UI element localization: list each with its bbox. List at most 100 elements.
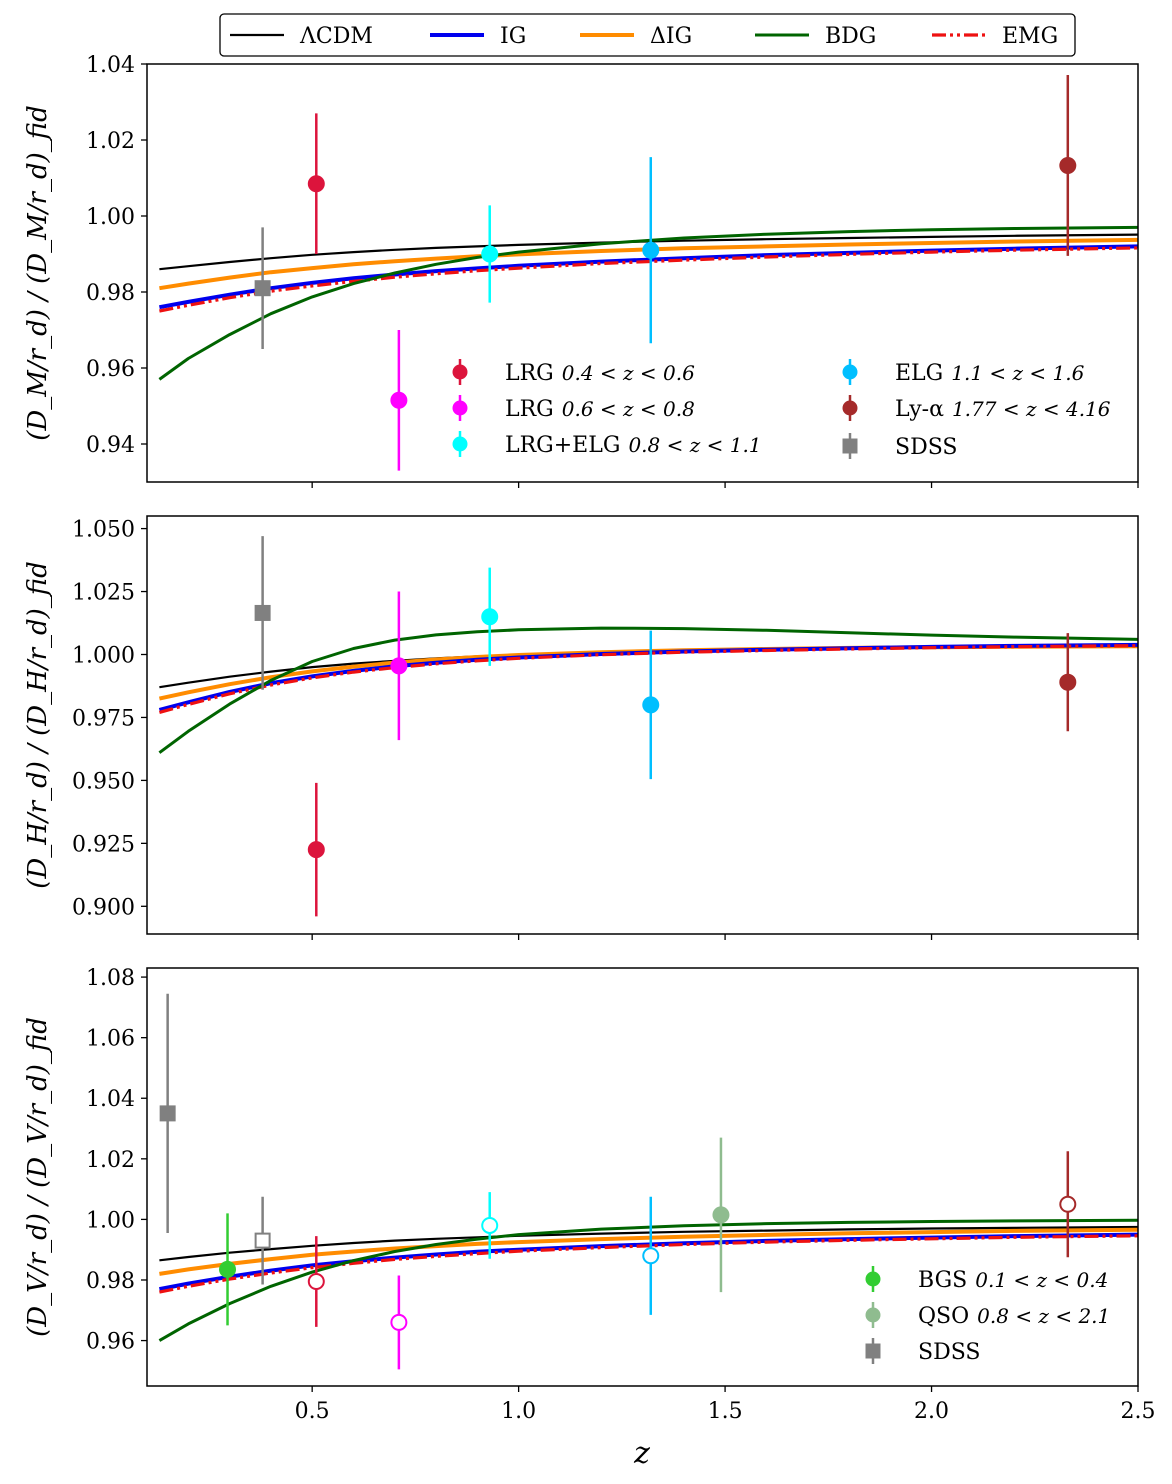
y-tick-label: 1.02 — [86, 129, 135, 154]
x-axis-label: z — [633, 1436, 650, 1471]
point-sdss — [159, 1105, 176, 1122]
legend-entry-range: 0.1 < z < 0.4 — [975, 1268, 1108, 1292]
y-tick-label: 1.04 — [86, 53, 135, 78]
point-lrg2 — [390, 391, 408, 409]
legend-marker-lya — [842, 400, 858, 416]
point-lrgelg — [481, 608, 499, 626]
y-tick-label: 0.94 — [86, 433, 135, 458]
legend-entry-name: LRG — [505, 397, 554, 422]
point-lrgelg — [481, 1216, 499, 1234]
point-lya — [1059, 673, 1077, 691]
legend-marker-qso — [865, 1307, 881, 1323]
top-legend-frame — [219, 13, 1076, 57]
legend-entry-range: 0.4 < z < 0.6 — [562, 361, 695, 385]
point-elg — [642, 696, 660, 714]
legend-entry-name: QSO — [918, 1304, 969, 1329]
point-sdss — [254, 280, 271, 297]
panel-legend: LRG 0.4 < z < 0.6 LRG 0.6 < z < 0.8 LRG+ELG 0… — [452, 359, 1111, 460]
legend-marker-lrgelg — [452, 436, 468, 452]
legend-entry-lya: Ly-α 1.77 < z < 4.16 — [895, 397, 1111, 422]
point-elg — [642, 241, 660, 259]
legend-marker-elg — [842, 364, 858, 380]
data-points — [254, 536, 1077, 917]
curve-LCDM — [159, 1225, 1138, 1262]
panel-legend: BGS 0.1 < z < 0.4 QSO 0.8 < z < 2.1 SDSS — [865, 1266, 1110, 1365]
x-tick-label: 0.5 — [295, 1399, 330, 1424]
y-tick-label: 1.08 — [86, 966, 135, 991]
curve-DIG — [159, 1227, 1138, 1276]
data-points — [159, 993, 1077, 1370]
y-tick-label: 0.975 — [72, 706, 135, 731]
legend-label-LCDM: ΛCDM — [299, 24, 373, 49]
y-tick-label: 0.900 — [72, 895, 135, 920]
x-tick-label: 1.0 — [501, 1399, 536, 1424]
legend-marker-bgs — [865, 1271, 881, 1287]
legend-label-DIG: ΔIG — [650, 24, 692, 49]
panel-dv: 0.96 0.98 1.00 1.02 1.04 1.06 1.08 0.5 1.0 1.5 2.0… — [23, 966, 1156, 1424]
y-tick-label: 0.96 — [86, 357, 135, 382]
legend-label-IG: IG — [500, 24, 526, 49]
axes-frame — [146, 63, 1139, 483]
y-tick-label: 1.00 — [86, 1208, 135, 1233]
legend-entry-bgs: BGS 0.1 < z < 0.4 — [918, 1268, 1108, 1293]
y-tick-label: 0.96 — [86, 1330, 135, 1355]
legend-entry-name: LRG — [505, 361, 554, 386]
data-points — [254, 75, 1077, 471]
point-lrg1 — [307, 175, 325, 193]
y-tick-label: 0.98 — [86, 281, 135, 306]
legend-entry-lrgelg: LRG+ELG 0.8 < z < 1.1 — [505, 433, 762, 458]
legend-entry-name: BGS — [918, 1268, 967, 1293]
y-axis-label: (D_H/r_d) / (D_H/r_d)_fid — [23, 561, 53, 889]
legend-entry-range: 0.8 < z < 1.1 — [628, 433, 761, 457]
legend-entry-range: 1.77 < z < 4.16 — [952, 397, 1111, 421]
point-lrg2 — [390, 657, 408, 675]
point-lrg1 — [307, 841, 325, 859]
x-tick-label: 2.0 — [914, 1399, 949, 1424]
y-tick-label: 0.98 — [86, 1269, 135, 1294]
point-sdss — [254, 604, 271, 621]
y-tick-label: 1.00 — [86, 205, 135, 230]
axes-frame — [146, 967, 1139, 1387]
legend-marker-lrg1 — [452, 364, 468, 380]
legend-entry-qso: QSO 0.8 < z < 2.1 — [918, 1304, 1110, 1329]
top-legend: ΛCDM IG ΔIG BDG EMG — [219, 13, 1076, 57]
legend-entry-lrg1: LRG 0.4 < z < 0.6 — [505, 361, 695, 386]
legend-marker-sdss — [842, 438, 858, 454]
y-tick-label: 1.04 — [86, 1087, 135, 1112]
point-qso — [712, 1206, 730, 1224]
curve-LCDM — [159, 233, 1138, 271]
point-elg — [642, 1247, 660, 1265]
y-tick-label: 1.06 — [86, 1027, 135, 1052]
curve-BDG — [158, 1218, 1138, 1342]
curve-BDG — [158, 225, 1138, 381]
y-tick-label: 0.950 — [72, 769, 135, 794]
legend-entry-name: ELG — [895, 361, 943, 386]
legend-entry-lrg2: LRG 0.6 < z < 0.8 — [505, 397, 695, 422]
curve-BDG — [158, 626, 1138, 754]
y-axis-label: (D_V/r_d) / (D_V/r_d)_fid — [23, 1017, 53, 1337]
x-tick-label: 1.5 — [708, 1399, 743, 1424]
y-tick-label: 0.925 — [72, 832, 135, 857]
legend-entry-elg: ELG 1.1 < z < 1.6 — [895, 361, 1085, 386]
legend-entry-name: LRG+ELG — [505, 433, 620, 458]
legend-label-BDG: BDG — [825, 24, 876, 49]
legend-entry-name: SDSS — [918, 1340, 980, 1365]
panel-dm: 0.94 0.96 0.98 1.00 1.02 1.04 (D_M/r_d) / (D_M… — [23, 53, 1139, 488]
legend-entry-name: Ly-α — [895, 397, 944, 422]
model-curves — [158, 626, 1138, 754]
point-lya — [1059, 1195, 1077, 1213]
legend-label-EMG: EMG — [1002, 24, 1058, 49]
point-lrg2 — [390, 1313, 408, 1331]
axes-frame — [146, 515, 1139, 935]
point-lya — [1059, 156, 1077, 174]
y-tick-label: 1.025 — [72, 581, 135, 606]
y-tick-label: 1.02 — [86, 1148, 135, 1173]
curve-IG — [159, 1232, 1138, 1292]
legend-entry-sdss: SDSS — [918, 1340, 980, 1365]
legend-marker-sdss — [865, 1343, 881, 1359]
legend-entry-range: 0.6 < z < 0.8 — [562, 397, 695, 421]
y-tick-label: 1.050 — [72, 518, 135, 543]
model-curves — [158, 1218, 1138, 1342]
point-lrgelg — [481, 245, 499, 263]
